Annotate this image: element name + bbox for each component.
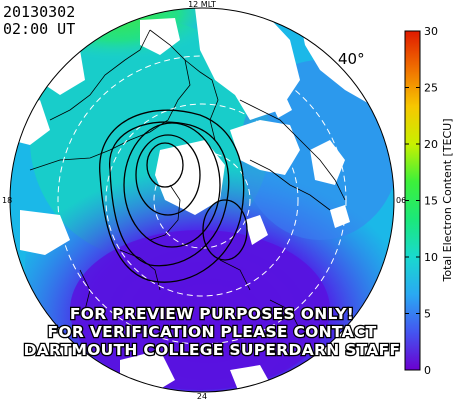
latitude-label: 40° [338, 50, 365, 68]
preview-watermark: FOR PREVIEW PURPOSES ONLY! FOR VERIFICAT… [22, 304, 401, 361]
coastlines [29, 29, 346, 331]
mlt-label-bottom: 24 [197, 392, 207, 400]
watermark-line-3: DARTMOUTH COLLEGE SUPERDARN STAFF [24, 341, 401, 359]
time-label: 02:00 UT [3, 20, 75, 38]
watermark-line-1: FOR PREVIEW PURPOSES ONLY! [70, 305, 354, 323]
colorbar-ticks: 0 5 10 15 20 25 30 [405, 25, 438, 377]
colorbar-tick-label: 5 [424, 308, 431, 321]
colorbar-tick-label: 20 [424, 138, 438, 151]
colorbar-tick-label: 0 [424, 364, 431, 377]
disc-border [9, 7, 395, 393]
latitude-grid [57, 55, 347, 345]
colorbar-tick-label: 30 [424, 25, 438, 38]
colorbar-label: Total Electron Content [TECU] [441, 118, 454, 282]
mlt-label-top: 12 MLT [188, 0, 216, 9]
date-label: 20130302 [3, 3, 75, 21]
low-tec-core [70, 230, 330, 390]
convection-contours [99, 109, 248, 283]
colorbar-tick-label: 15 [424, 195, 438, 208]
mlt-label-right: 06 [396, 196, 406, 205]
colorbar-tick-label: 10 [424, 251, 438, 264]
watermark-line-2: FOR VERIFICATION PLEASE CONTACT [48, 323, 377, 341]
colorbar-tick-label: 25 [424, 82, 438, 95]
colorbar: 0 5 10 15 20 25 30 Total Electron Content [TEC… [404, 25, 454, 377]
mlt-label-left: 18 [2, 196, 12, 205]
